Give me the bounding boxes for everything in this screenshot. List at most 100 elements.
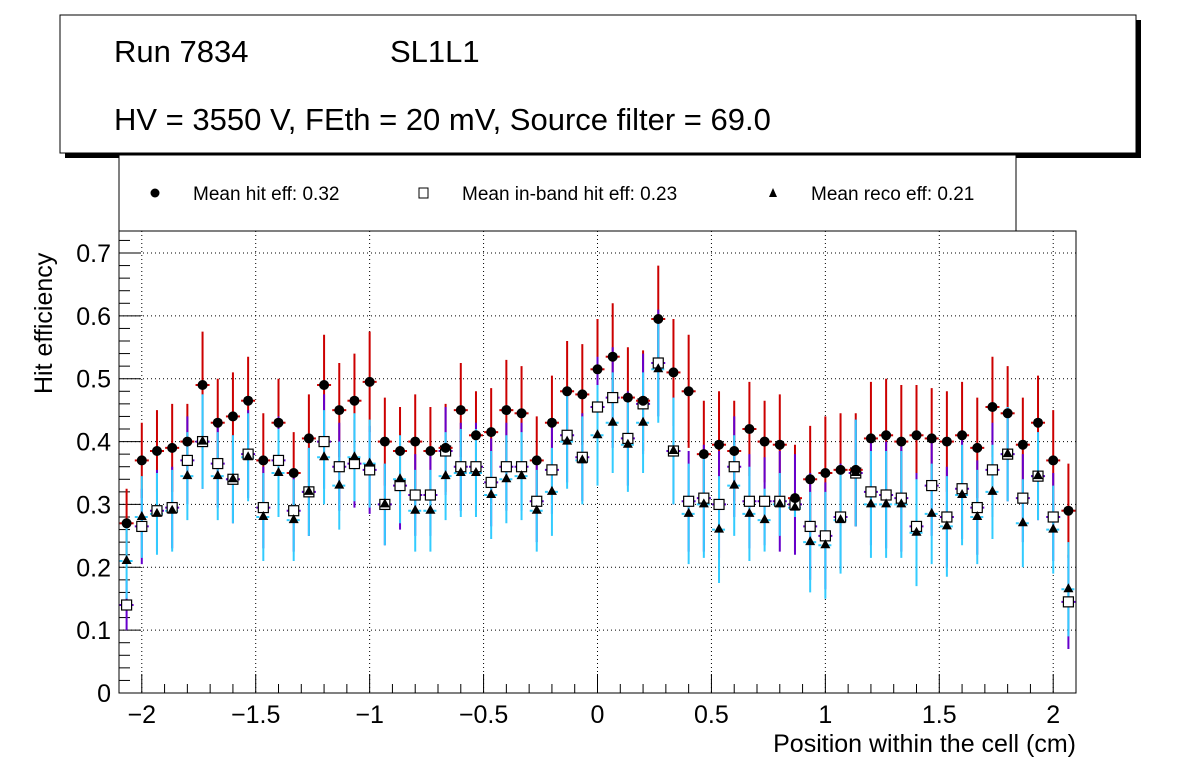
bin-group [939, 391, 954, 577]
hit-point [698, 449, 709, 460]
hit-point [805, 474, 816, 485]
reco-point [911, 526, 922, 536]
reco-point [1002, 448, 1013, 458]
inband-point [272, 454, 285, 467]
hit-point [516, 408, 527, 419]
reco-point [364, 457, 375, 467]
reco-point [455, 467, 466, 476]
reco-point [896, 498, 907, 508]
title-layer: SL1L1 [390, 34, 480, 69]
hit-point [622, 392, 633, 403]
bin-group [879, 378, 894, 558]
title-box: Run 7834 SL1L1 HV = 3550 V, FEth = 20 mV… [59, 14, 1141, 158]
data-marks [119, 265, 1076, 649]
reco-point [759, 514, 770, 524]
x-tick-label: 0 [591, 701, 605, 729]
hit-point [227, 411, 238, 422]
hit-point [197, 380, 208, 390]
hit-point [759, 436, 770, 447]
bin-group [256, 413, 271, 561]
hit-point [121, 518, 132, 529]
bin-group [393, 407, 408, 530]
reco-point [440, 470, 451, 480]
bin-group [636, 350, 651, 473]
bin-group [514, 366, 529, 521]
reco-point [820, 539, 831, 549]
hit-point [577, 389, 588, 400]
hit-point [182, 436, 193, 447]
bin-group [210, 378, 225, 521]
bin-group [560, 341, 575, 489]
inband-point [424, 489, 437, 501]
title-run: Run 7834 [114, 34, 248, 69]
inband-point [713, 498, 725, 511]
reco-point [501, 473, 512, 483]
inband-point [409, 489, 421, 501]
reco-point [638, 416, 649, 426]
bin-group [165, 403, 180, 552]
y-tick-label: 0.3 [76, 491, 111, 519]
hit-point [683, 386, 694, 397]
reco-point [926, 507, 937, 517]
hit-point [349, 395, 360, 406]
hit-point [896, 436, 907, 447]
x-tick-label: 2 [1046, 701, 1060, 729]
hit-point [379, 436, 390, 447]
reco-point [941, 520, 952, 530]
bin-group [924, 388, 939, 565]
inband-point [743, 495, 756, 507]
bin-group [1000, 366, 1015, 502]
hit-point [714, 439, 725, 450]
bin-group [620, 347, 635, 492]
reco-point [835, 514, 846, 524]
bin-group [286, 432, 301, 561]
hit-point [926, 433, 937, 444]
reco-point [395, 473, 406, 483]
bin-group [590, 319, 605, 486]
hit-point [531, 455, 542, 466]
bin-group [1061, 463, 1076, 649]
bin-group [195, 331, 210, 489]
bin-group [241, 356, 256, 502]
inband-point [136, 520, 148, 533]
reco-point [592, 429, 603, 439]
legend-label-reco: Mean reco eff: 0.21 [811, 184, 974, 205]
hit-point [273, 417, 284, 428]
reco-point [151, 507, 162, 517]
hit-point [638, 395, 649, 406]
hit-point [486, 427, 497, 438]
hit-point [729, 446, 740, 456]
reco-point [881, 498, 892, 508]
hit-point [653, 314, 664, 324]
bin-group [119, 488, 134, 631]
inband-point [865, 486, 877, 498]
reco-point [698, 498, 709, 508]
bin-group [575, 344, 590, 505]
reco-point [1033, 470, 1044, 480]
bin-group [848, 413, 863, 527]
x-tick-label: −1.5 [231, 701, 280, 729]
reco-point [303, 485, 314, 495]
bin-group [696, 400, 711, 558]
x-tick-label: 0.5 [694, 701, 729, 729]
bin-group [955, 381, 970, 546]
y-axis-title: Hit efficiency [30, 252, 58, 394]
reco-point [957, 489, 968, 498]
bin-group [317, 334, 332, 505]
bin-group [149, 410, 164, 555]
reco-point [470, 467, 481, 476]
hit-point [774, 439, 785, 450]
reco-point [425, 504, 436, 514]
hit-point [1033, 417, 1044, 428]
y-tick-label: 0.2 [76, 554, 111, 582]
hit-point [212, 417, 223, 428]
inband-point [485, 476, 497, 489]
hit-point [288, 468, 299, 478]
bin-group [787, 444, 802, 555]
hit-point [303, 433, 314, 444]
reco-point [121, 555, 132, 564]
reco-point [288, 514, 299, 524]
inband-point [500, 461, 512, 473]
reco-point [136, 511, 147, 520]
